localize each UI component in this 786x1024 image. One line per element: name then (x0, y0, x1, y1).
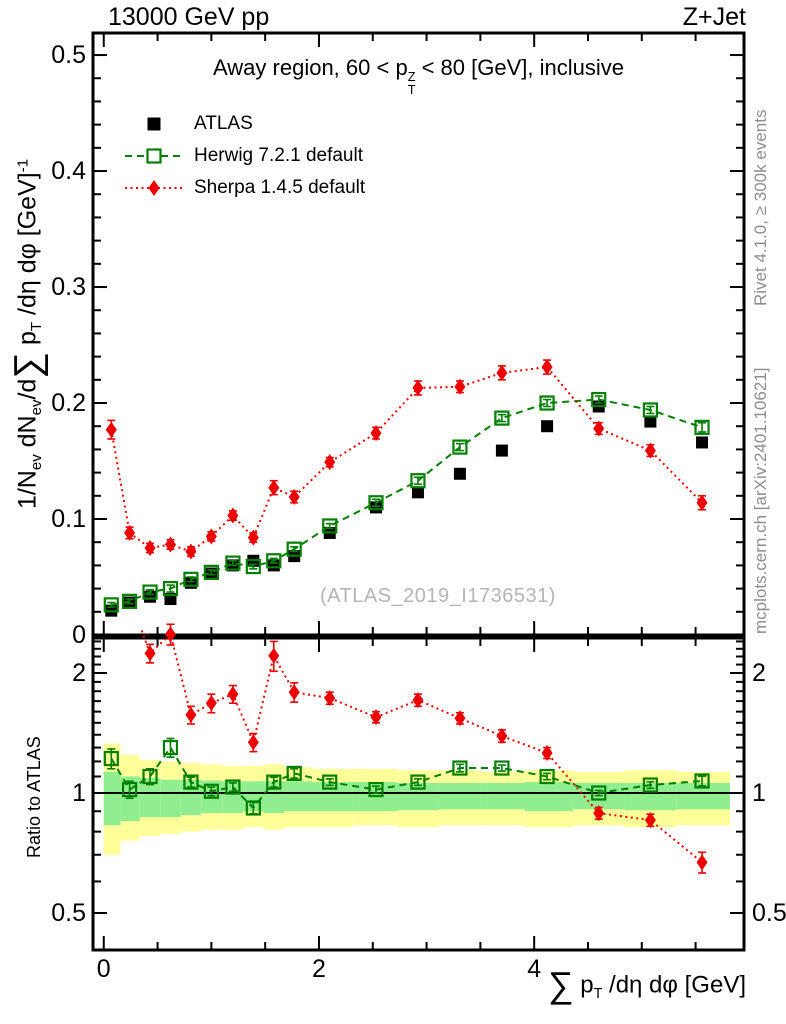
svg-text:0.5: 0.5 (51, 41, 86, 69)
process-label: Z+Jet (682, 3, 746, 31)
svg-text:4: 4 (527, 955, 541, 983)
beam-energy-label: 13000 GeV pp (108, 3, 270, 31)
svg-text:0: 0 (97, 955, 111, 983)
legend-item-herwig: Herwig 7.2.1 default (124, 140, 365, 172)
svg-text:0: 0 (72, 621, 86, 649)
svg-text:0.1: 0.1 (51, 505, 86, 533)
svg-text:0.2: 0.2 (51, 389, 86, 417)
y-axis-title: 1/Nev dNev/d∑ pT /dη dφ [GeV]-1 (6, 158, 48, 510)
herwig-marker-icon (124, 146, 184, 166)
svg-text:0.5: 0.5 (51, 899, 86, 927)
mcplots-arxiv-note: mcplots.cern.ch [arXiv:2401.10621] (751, 367, 770, 634)
svg-text:1: 1 (752, 779, 766, 807)
ratio-axis-title: Ratio to ATLAS (24, 736, 44, 858)
svg-text:0.4: 0.4 (51, 157, 86, 185)
analysis-id-watermark: (ATLAS_2019_I1736531) (320, 585, 556, 607)
svg-text:2: 2 (312, 955, 326, 983)
atlas-marker-icon (124, 114, 184, 134)
legend-label: Herwig 7.2.1 default (194, 145, 363, 166)
legend-item-atlas: ATLAS (124, 108, 365, 140)
legend-item-sherpa: Sherpa 1.4.5 default (124, 172, 365, 204)
svg-text:1: 1 (72, 779, 86, 807)
x-axis-title: ∑ pT /dη dφ [GeV] (547, 964, 746, 1005)
svg-text:0.5: 0.5 (752, 899, 786, 927)
svg-text:2: 2 (72, 659, 86, 687)
legend-label: Sherpa 1.4.5 default (194, 177, 366, 198)
svg-text:2: 2 (752, 659, 766, 687)
legend-label: ATLAS (194, 113, 253, 134)
svg-text:0.3: 0.3 (51, 273, 86, 301)
rivet-version-note: Rivet 4.1.0, ≥ 300k events (751, 109, 770, 306)
sherpa-marker-icon (124, 178, 184, 198)
legend: ATLAS Herwig 7.2.1 default Sherpa 1.4.5 … (124, 108, 365, 204)
